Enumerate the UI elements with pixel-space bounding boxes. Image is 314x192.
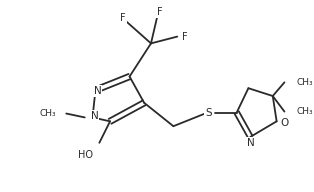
Text: N: N	[94, 86, 101, 96]
Text: S: S	[205, 108, 212, 118]
Text: CH₃: CH₃	[296, 107, 313, 116]
Text: F: F	[157, 7, 163, 17]
Text: N: N	[247, 138, 255, 148]
Text: CH₃: CH₃	[296, 78, 313, 87]
Text: HO: HO	[78, 150, 93, 161]
Text: F: F	[182, 31, 188, 42]
Text: O: O	[280, 118, 289, 128]
Text: F: F	[120, 13, 126, 23]
Text: CH₃: CH₃	[40, 109, 57, 118]
Text: N: N	[91, 111, 98, 122]
